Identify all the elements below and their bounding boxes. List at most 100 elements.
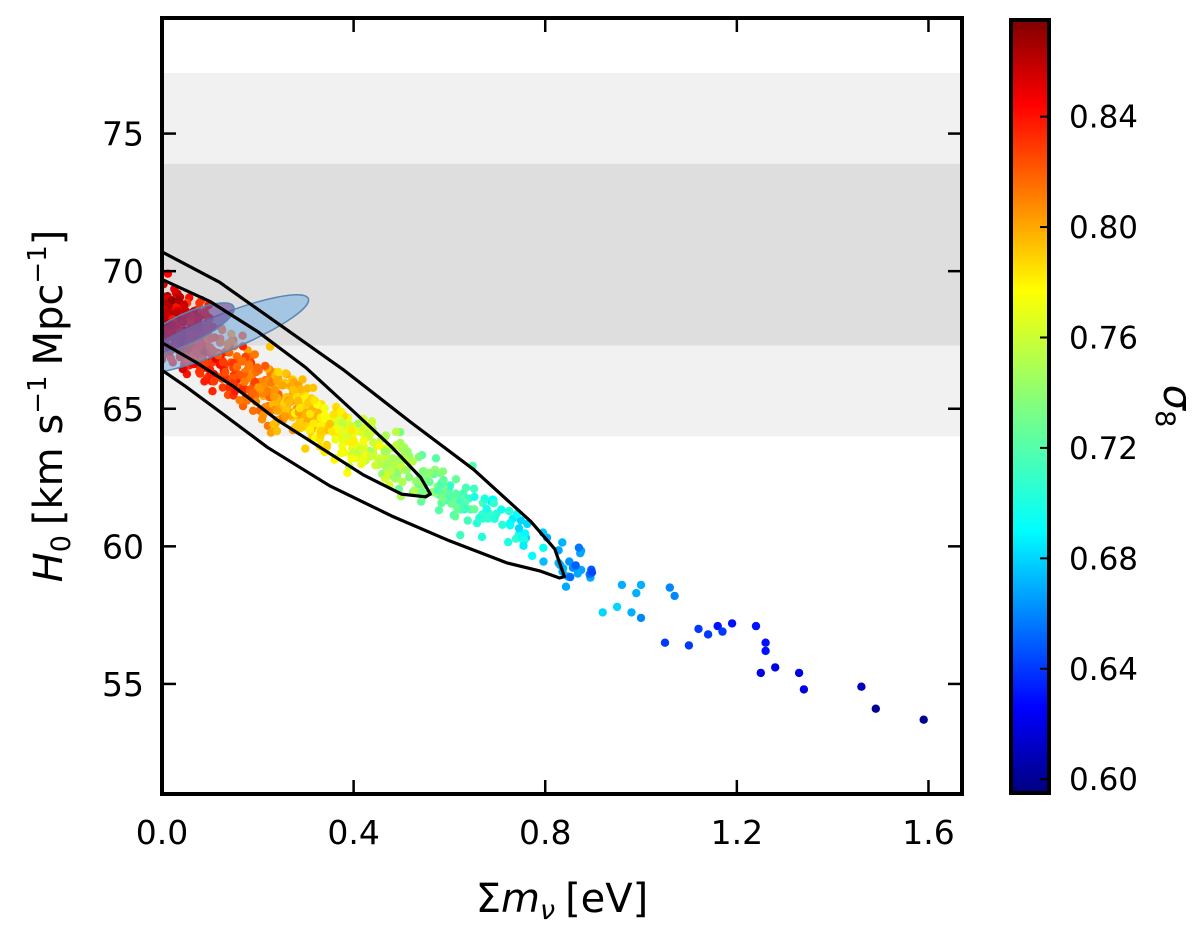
- scatter-point: [506, 521, 515, 530]
- colorbar-label: σ8: [1149, 385, 1200, 428]
- scatter-point: [322, 440, 331, 450]
- colorbar-tick-label: 0.68: [1069, 541, 1138, 577]
- scatter-point: [451, 489, 460, 498]
- y-tick-label: 70: [102, 252, 144, 291]
- scatter-point: [347, 426, 356, 435]
- scatter-point: [519, 541, 528, 550]
- colorbar-ticks: 0.60 0.64 0.68 0.72 0.76 0.80 0.84: [1040, 100, 1138, 798]
- scatter-point-sparse: [612, 602, 622, 612]
- inner-contour: [162, 277, 432, 499]
- scatter-point: [273, 376, 282, 385]
- scatter-point: [426, 468, 435, 477]
- scatter-point: [325, 419, 334, 429]
- scatter-point: [265, 342, 275, 351]
- scatter-point-sparse: [751, 621, 761, 631]
- scatter-point: [504, 538, 513, 547]
- scatter-point-sparse: [636, 580, 646, 590]
- scatter-point: [167, 296, 177, 305]
- scatter-point-sparse: [665, 583, 674, 592]
- x-label-m: m: [501, 876, 540, 922]
- scatter-point: [438, 467, 448, 476]
- scatter-point: [240, 377, 249, 386]
- y-tick-label: 75: [102, 115, 144, 154]
- scatter-point: [289, 385, 298, 395]
- y-label-h: H: [26, 552, 72, 582]
- x-tick-label: 0.0: [136, 813, 188, 852]
- x-tick-label: 1.2: [711, 813, 763, 852]
- scatter-point: [404, 473, 414, 482]
- scatter-point: [398, 477, 407, 487]
- colorbar-tick-label: 0.76: [1069, 320, 1138, 356]
- scatter-point: [391, 427, 401, 436]
- scatter-point: [195, 369, 205, 378]
- scatter-point: [250, 350, 259, 359]
- scatter-point: [269, 420, 278, 429]
- scatter-point: [433, 486, 443, 495]
- scatter-point: [516, 516, 526, 525]
- scatter-point-sparse: [761, 646, 770, 656]
- scatter-point: [316, 426, 326, 436]
- scatter-point: [388, 454, 398, 463]
- colorbar-tick-label: 0.84: [1069, 100, 1138, 136]
- scatter-point-sparse: [670, 591, 679, 601]
- scatter-point: [331, 435, 340, 444]
- scatter-point: [475, 513, 484, 522]
- scatter-point: [470, 492, 479, 501]
- scatter-point: [320, 404, 329, 413]
- y-label-sub: 0: [46, 535, 77, 552]
- scatter-point: [329, 410, 338, 419]
- scatter-point: [463, 516, 472, 525]
- x-axis-ticks: 0.0 0.4 0.8 1.2 1.6: [136, 18, 955, 852]
- scatter-point: [450, 512, 460, 521]
- y-tick-label: 65: [102, 390, 144, 429]
- scatter-point-sparse: [794, 668, 804, 678]
- scatter-point: [272, 426, 282, 436]
- scatter-point: [367, 417, 377, 427]
- scatter-point: [301, 444, 310, 453]
- scatter-point: [480, 494, 489, 503]
- y-label-exp-2: −1: [23, 245, 53, 283]
- y-tick-label: 55: [102, 665, 144, 704]
- scatter-point: [221, 367, 230, 377]
- scatter-point: [281, 369, 291, 378]
- scatter-point-sparse: [761, 638, 770, 647]
- scatter-point: [460, 503, 469, 512]
- plot-area: [162, 73, 962, 724]
- scatter-point: [571, 561, 580, 570]
- colorbar-tick-label: 0.80: [1069, 210, 1138, 246]
- y-axis-label: H0[km s−1Mpc−1]: [23, 230, 77, 583]
- scatter-point-sparse: [694, 624, 703, 634]
- scatter-point-sparse: [617, 580, 627, 590]
- scatter-point: [248, 406, 258, 415]
- scatter-point: [539, 557, 548, 566]
- x-label-sigma: Σ: [476, 876, 501, 922]
- scatter-point: [273, 406, 282, 415]
- y-tick-label: 60: [102, 527, 144, 566]
- scatter-point-sparse: [857, 682, 866, 691]
- scatter-point: [281, 406, 290, 415]
- scatter-point-sparse: [684, 641, 694, 650]
- scatter-point-sparse: [771, 663, 780, 672]
- scatter-point: [497, 505, 506, 514]
- x-tick-label: 0.4: [327, 813, 379, 852]
- colorbar-tick-label: 0.72: [1069, 431, 1138, 467]
- scatter-point: [261, 361, 270, 371]
- scatter-point: [482, 504, 491, 514]
- scatter-point-sparse: [871, 704, 880, 713]
- scatter-point-sparse: [598, 608, 607, 617]
- scatter-point: [400, 443, 409, 452]
- scatter-point: [349, 436, 358, 446]
- scatter-point: [456, 530, 465, 540]
- scatter-point: [232, 362, 242, 371]
- colorbar-gradient: [1011, 20, 1049, 793]
- scatter-point: [357, 443, 366, 453]
- scatter-point: [366, 452, 375, 461]
- scatter-point: [172, 307, 182, 316]
- colorbar-tick-label: 0.60: [1069, 762, 1138, 798]
- scatter-point: [309, 419, 318, 428]
- scatter-point: [438, 494, 447, 504]
- scatter-point-sparse: [627, 608, 636, 617]
- scatter-point: [338, 418, 347, 427]
- scatter-point: [573, 569, 582, 578]
- scatter-point: [587, 568, 597, 577]
